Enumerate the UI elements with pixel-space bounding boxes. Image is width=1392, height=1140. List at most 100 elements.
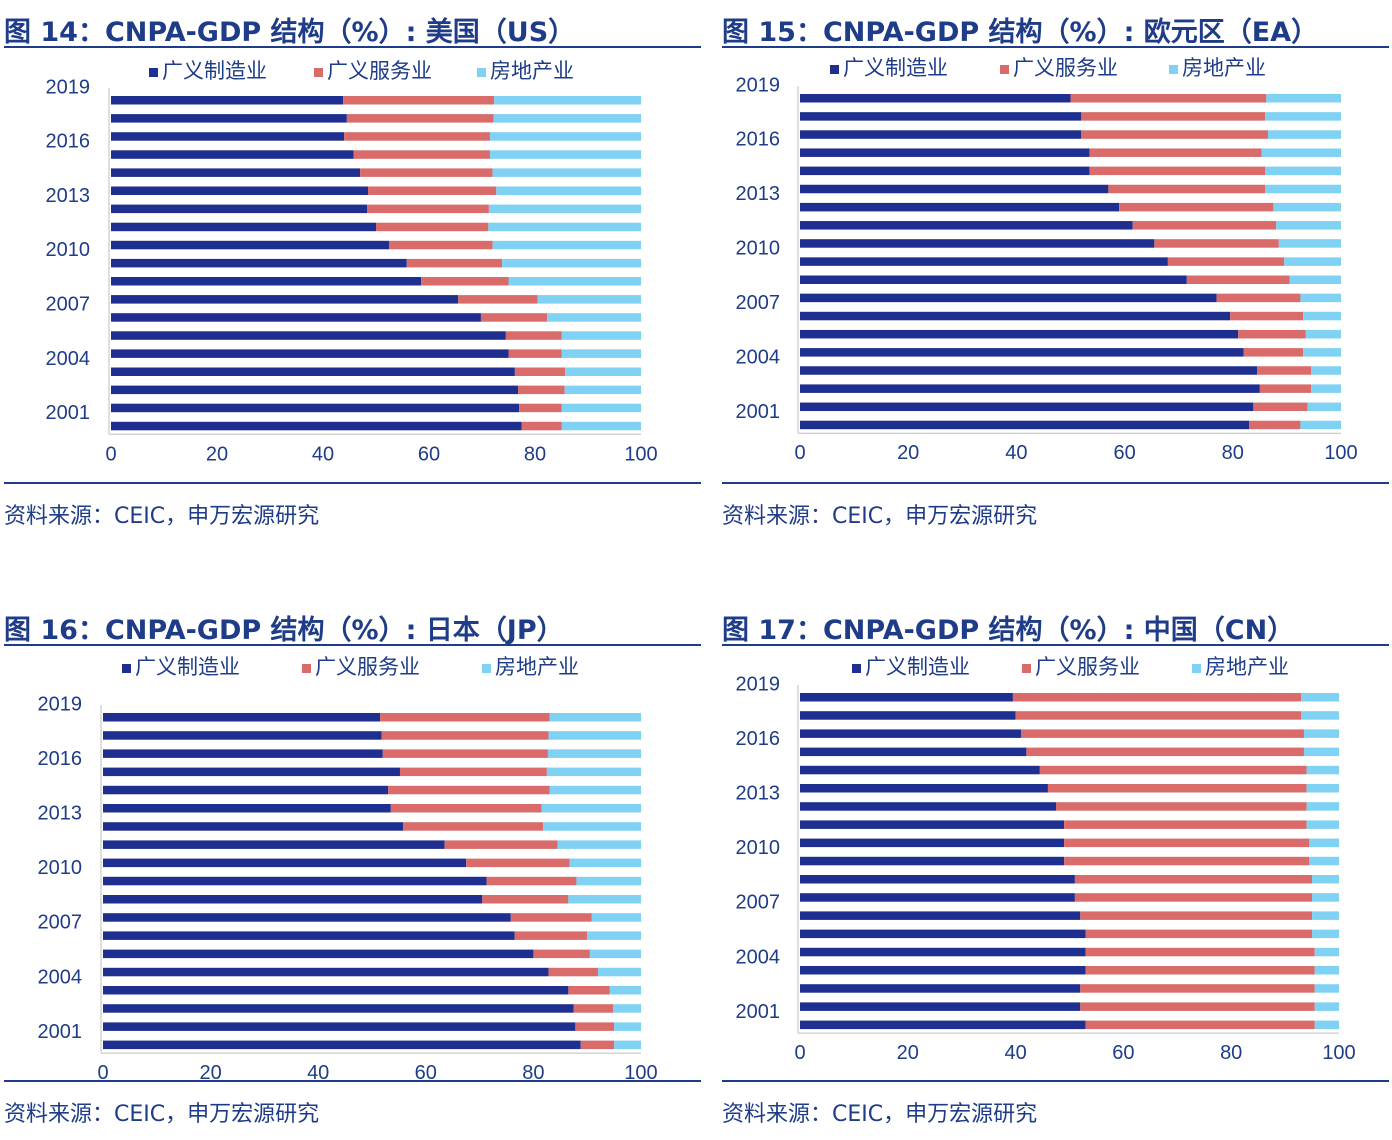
legend-label: 广义服务业 xyxy=(327,60,432,83)
bar-segment-2015-s1 xyxy=(800,765,1040,775)
bar-segment-2003-s3 xyxy=(613,1004,641,1013)
bar-segment-2007-s1 xyxy=(111,313,481,322)
y-tick-label: 2013 xyxy=(38,802,83,824)
bar-segment-2014-s1 xyxy=(800,184,1109,194)
x-tick-label: 40 xyxy=(1005,442,1027,464)
bar-segment-2019-s1 xyxy=(111,96,344,105)
chart-panel-us: 图 14：CNPA-GDP 结构（%）: 美国（US） 广义制造业 广义服务业 房地… xyxy=(4,10,701,540)
bar-segment-2016-s1 xyxy=(800,148,1090,157)
bar-segment-2012-s1 xyxy=(800,221,1133,230)
y-tick-label: 2010 xyxy=(736,837,781,859)
bar-segment-2014-s2 xyxy=(390,804,542,813)
legend-swatch xyxy=(302,664,311,673)
y-tick-label: 2019 xyxy=(736,673,781,695)
bar-segment-2019-s1 xyxy=(800,94,1071,103)
bar-segment-2009-s3 xyxy=(1289,275,1342,284)
bar-segment-2004-s2 xyxy=(1257,366,1312,375)
chart-panel-jp: 图 16：CNPA-GDP 结构（%）: 日本（JP） 广义制造业 广义服务业 房地… xyxy=(4,608,701,1138)
bar-segment-2017-s3 xyxy=(489,132,641,141)
bar-segment-2015-s2 xyxy=(360,168,493,177)
bar-segment-2019-s3 xyxy=(494,96,641,105)
bar-segment-2009-s2 xyxy=(421,277,509,286)
bar-segment-2008-s1 xyxy=(103,913,511,922)
bar-segment-2017-s1 xyxy=(103,749,383,758)
legend-swatch xyxy=(1022,664,1031,673)
bar-segment-2016-s1 xyxy=(103,767,400,777)
bar-segment-2002-s3 xyxy=(1314,1002,1339,1011)
legend-label: 广义制造业 xyxy=(865,656,970,679)
y-tick-label: 2004 xyxy=(46,348,91,370)
legend-label: 广义服务业 xyxy=(1035,656,1140,679)
bar-segment-2013-s1 xyxy=(111,204,367,214)
y-tick-label: 2019 xyxy=(38,693,83,715)
bar-segment-2013-s1 xyxy=(103,822,404,831)
bar-segment-2015-s1 xyxy=(111,168,361,177)
bar-segment-2002-s3 xyxy=(614,1022,641,1031)
bar-segment-2006-s1 xyxy=(111,331,506,340)
y-tick-label: 2010 xyxy=(736,238,781,260)
bar-segment-2005-s2 xyxy=(548,967,598,977)
bar-segment-2016-s3 xyxy=(1303,747,1339,757)
bar-segment-2004-s2 xyxy=(514,367,566,376)
bar-segment-2016-s1 xyxy=(800,747,1027,757)
bar-segment-2003-s1 xyxy=(103,1004,574,1013)
bar-segment-2016-s2 xyxy=(1026,747,1304,757)
chart-svg-us: 广义制造业 广义服务业 房地产业 2001 2004 2007 2010 2013 2016 20… xyxy=(46,60,658,465)
bar-segment-2007-s2 xyxy=(1230,311,1304,321)
legend-swatch xyxy=(477,68,486,77)
bar-segment-2002-s2 xyxy=(575,1022,615,1031)
bar-segment-2001-s2 xyxy=(521,421,562,431)
y-tick-label: 2001 xyxy=(38,1021,83,1043)
bar-segment-2008-s2 xyxy=(1216,293,1301,303)
source-note: 资料来源：CEIC，申万宏源研究 xyxy=(722,504,1038,529)
bar-segment-2003-s3 xyxy=(564,385,641,395)
bar-segment-2004-s3 xyxy=(1314,966,1339,975)
y-tick-label: 2004 xyxy=(736,347,781,369)
bar-segment-2003-s1 xyxy=(800,384,1260,393)
source-note: 资料来源：CEIC，申万宏源研究 xyxy=(4,1102,320,1127)
bar-segment-2005-s1 xyxy=(111,349,509,358)
bar-segment-2003-s3 xyxy=(1314,984,1339,993)
bar-segment-2016-s2 xyxy=(1089,148,1262,157)
bar-segment-2018-s1 xyxy=(111,114,347,123)
bar-segment-2013-s3 xyxy=(543,822,641,831)
x-tick-label: 80 xyxy=(1220,1042,1242,1064)
bar-segment-2019-s2 xyxy=(343,96,495,105)
x-tick-label: 60 xyxy=(415,1062,437,1081)
bar-segment-2003-s2 xyxy=(573,1004,614,1013)
bar-segment-2010-s2 xyxy=(1064,856,1310,866)
bar-segment-2001-s2 xyxy=(1249,420,1301,430)
bar-segment-2010-s2 xyxy=(1167,257,1285,266)
bar-segment-2017-s2 xyxy=(344,132,490,141)
legend-label: 房地产业 xyxy=(495,656,579,679)
bar-segment-2017-s3 xyxy=(1267,130,1341,139)
x-tick-label: 0 xyxy=(794,442,805,464)
x-tick-label: 20 xyxy=(897,1042,919,1064)
bar-segment-2003-s2 xyxy=(518,385,565,395)
legend-label: 房地产业 xyxy=(490,60,574,83)
bar-segment-2016-s3 xyxy=(489,150,641,159)
bar-segment-2008-s2 xyxy=(458,295,538,304)
bar-segment-2014-s2 xyxy=(1108,184,1266,194)
bar-segment-2013-s3 xyxy=(1273,202,1342,212)
bottom-rule xyxy=(4,482,701,484)
legend-item-3: 房地产业 xyxy=(1192,656,1289,679)
legend-item-2: 广义服务业 xyxy=(302,656,420,679)
bars-group xyxy=(800,693,1339,1030)
y-tick-label: 2007 xyxy=(46,293,91,315)
legend-label: 房地产业 xyxy=(1205,656,1289,679)
legend-swatch xyxy=(1169,65,1178,74)
y-tick-label: 2016 xyxy=(46,131,91,153)
bar-segment-2017-s2 xyxy=(382,749,548,758)
bar-segment-2006-s3 xyxy=(561,331,641,340)
bar-segment-2007-s3 xyxy=(547,313,641,322)
legend-swatch xyxy=(830,65,839,74)
bar-segment-2011-s2 xyxy=(1154,239,1279,248)
bar-segment-2005-s1 xyxy=(800,947,1086,957)
bar-segment-2009-s3 xyxy=(508,277,641,286)
bar-segment-2008-s3 xyxy=(591,913,641,922)
x-tick-label: 80 xyxy=(524,443,546,465)
legend-swatch xyxy=(1000,65,1009,74)
bar-segment-2018-s2 xyxy=(346,114,494,123)
bar-segment-2012-s1 xyxy=(800,820,1065,829)
